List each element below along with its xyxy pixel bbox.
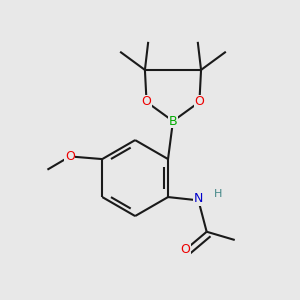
Text: B: B — [169, 115, 177, 128]
Text: N: N — [194, 192, 203, 205]
Text: O: O — [194, 95, 204, 108]
Text: O: O — [142, 95, 152, 108]
Text: O: O — [65, 150, 75, 163]
Text: H: H — [214, 189, 222, 200]
Text: O: O — [180, 243, 190, 256]
